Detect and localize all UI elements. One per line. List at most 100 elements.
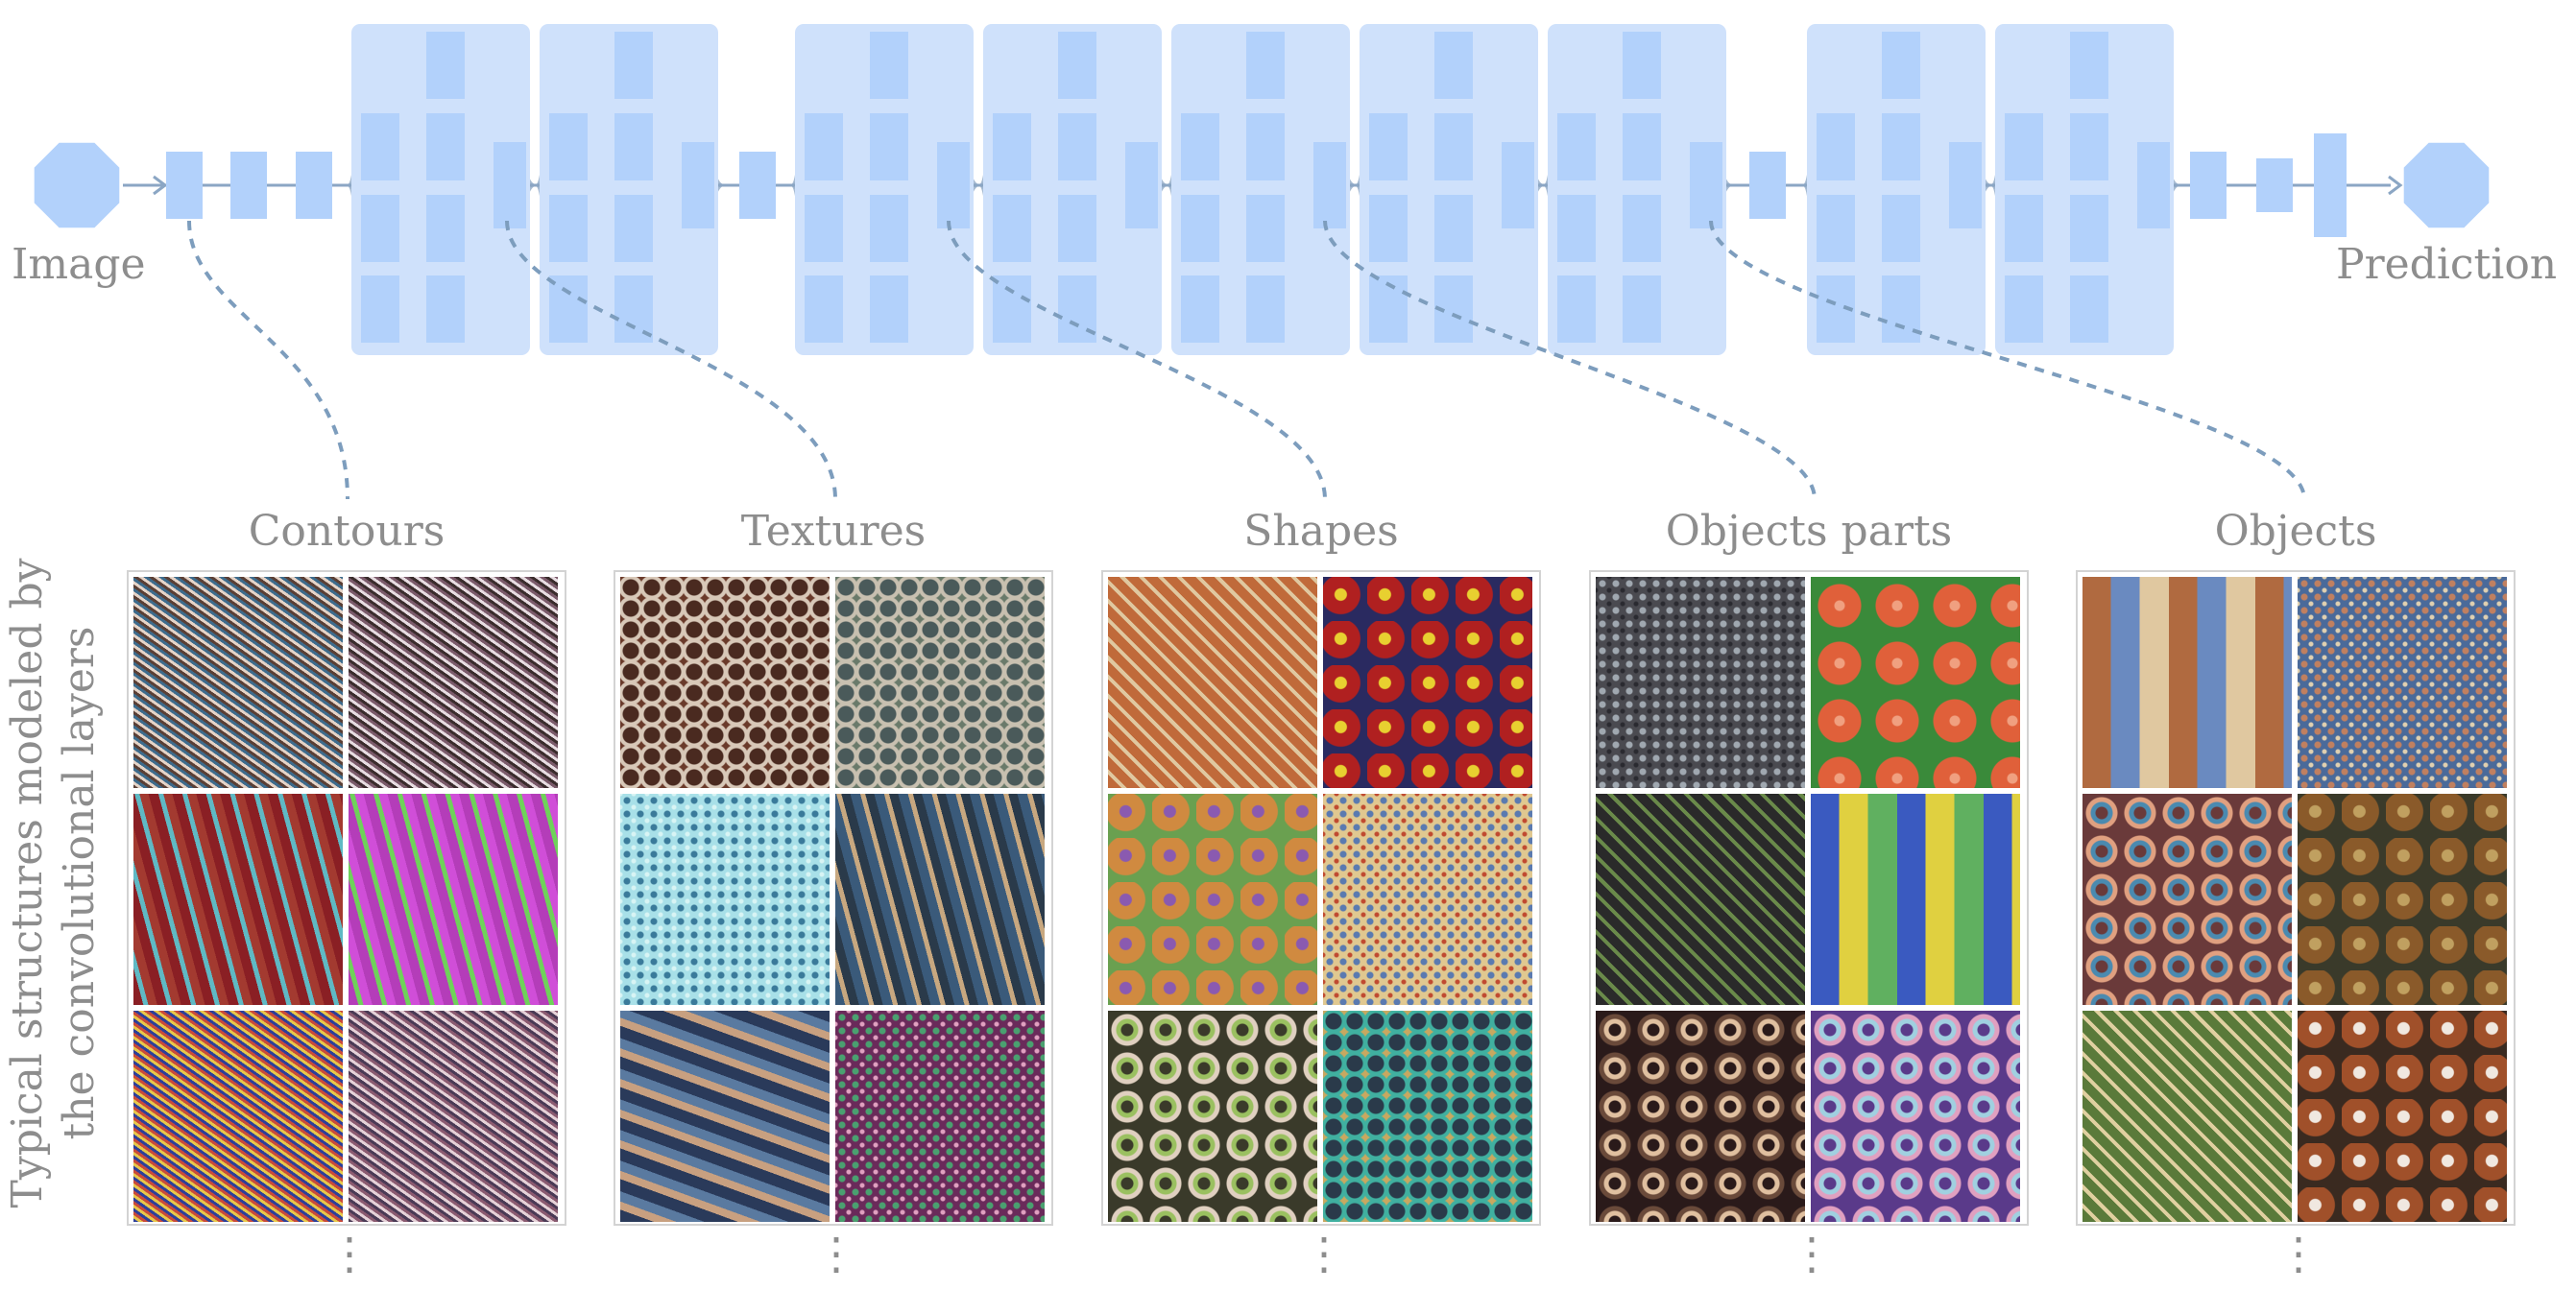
feature-visualization-image bbox=[349, 794, 558, 1005]
feature-visualization-image bbox=[1108, 794, 1317, 1005]
branch-node bbox=[1369, 113, 1408, 180]
column-title: Contours bbox=[248, 507, 445, 556]
branch-node bbox=[1369, 275, 1408, 343]
dashed-connectors bbox=[187, 220, 2306, 500]
feature-visualization-image bbox=[835, 1011, 1045, 1222]
branch-node bbox=[993, 113, 1031, 180]
branch-node bbox=[614, 195, 653, 262]
column-title: Objects bbox=[2214, 507, 2377, 556]
feature-visualization-image bbox=[620, 794, 830, 1005]
concat-node bbox=[1502, 142, 1534, 228]
inception-module bbox=[1807, 24, 1986, 355]
inception-module bbox=[983, 24, 1162, 355]
stem-node bbox=[2190, 152, 2227, 219]
feature-visualization-image bbox=[2298, 794, 2507, 1005]
branch-node bbox=[1246, 275, 1285, 343]
feature-visualization-image bbox=[1108, 577, 1317, 788]
feature-visualization-image bbox=[349, 1011, 558, 1222]
input-label: Image bbox=[12, 240, 146, 289]
network-blocks bbox=[351, 24, 2174, 355]
stem-node bbox=[2256, 158, 2293, 212]
feature-visualization-image bbox=[835, 577, 1045, 788]
feature-visualization-image bbox=[620, 577, 830, 788]
output-node bbox=[2403, 142, 2490, 228]
input-arrow bbox=[153, 175, 168, 196]
branch-node bbox=[1246, 113, 1285, 180]
branch-node bbox=[1246, 32, 1285, 99]
stem-node bbox=[230, 152, 267, 219]
branch-node bbox=[614, 32, 653, 99]
concat-node bbox=[1125, 142, 1158, 228]
branch-node bbox=[805, 113, 843, 180]
y-axis-label-line2: the convolutional layers bbox=[55, 626, 104, 1140]
branch-node bbox=[361, 113, 399, 180]
branch-node bbox=[1181, 275, 1219, 343]
branch-node bbox=[1058, 113, 1096, 180]
branch-node bbox=[2005, 113, 2043, 180]
branch-node bbox=[426, 113, 465, 180]
branch-node bbox=[361, 275, 399, 343]
inception-module bbox=[1548, 24, 1726, 355]
concat-node bbox=[1313, 142, 1346, 228]
feature-visualization-image bbox=[1596, 577, 1805, 788]
branch-node bbox=[549, 113, 588, 180]
dashed-connector bbox=[1709, 220, 2306, 500]
branch-node bbox=[1882, 32, 1920, 99]
feature-visualization-image bbox=[2082, 794, 2292, 1005]
branch-node bbox=[2070, 195, 2108, 262]
column-title: Objects parts bbox=[1665, 507, 1953, 556]
feature-visualization-image bbox=[1811, 794, 2020, 1005]
feature-visualization-image bbox=[2082, 1011, 2292, 1222]
branch-node bbox=[426, 32, 465, 99]
branch-node bbox=[2070, 113, 2108, 180]
branch-node bbox=[1434, 32, 1473, 99]
branch-node bbox=[870, 113, 908, 180]
prediction-label: Prediction bbox=[2336, 240, 2558, 289]
feature-visualization-image bbox=[133, 794, 343, 1005]
dashed-connector bbox=[947, 220, 1327, 500]
image-grid bbox=[614, 570, 1053, 1226]
feature-visualization-image bbox=[1323, 577, 1532, 788]
image-grid bbox=[1589, 570, 2029, 1226]
inception-module bbox=[1171, 24, 1350, 355]
inception-module bbox=[351, 24, 530, 355]
concat-node bbox=[494, 142, 526, 228]
feature-visualization-image bbox=[1323, 1011, 1532, 1222]
branch-node bbox=[1181, 195, 1219, 262]
feature-visualization-image bbox=[1596, 1011, 1805, 1222]
branch-node bbox=[1623, 113, 1661, 180]
output-arrow bbox=[2388, 175, 2403, 196]
branch-node bbox=[1557, 275, 1596, 343]
branch-node bbox=[2070, 275, 2108, 343]
feature-visualization-image bbox=[1596, 794, 1805, 1005]
branch-node bbox=[1246, 195, 1285, 262]
feature-visualization-image bbox=[1811, 1011, 2020, 1222]
ellipsis-icon: ⋮ bbox=[327, 1228, 372, 1279]
network-nodes bbox=[34, 32, 2490, 343]
branch-node bbox=[614, 113, 653, 180]
feature-visualization-image bbox=[835, 794, 1045, 1005]
ellipsis-icon: ⋮ bbox=[1302, 1228, 1346, 1279]
feature-visualization-image bbox=[1323, 794, 1532, 1005]
branch-node bbox=[870, 275, 908, 343]
concat-node bbox=[1690, 142, 1722, 228]
ellipsis-icon: ⋮ bbox=[2276, 1228, 2321, 1279]
branch-node bbox=[1557, 113, 1596, 180]
feature-visualization-image bbox=[133, 1011, 343, 1222]
column-title: Shapes bbox=[1243, 507, 1399, 556]
branch-node bbox=[993, 195, 1031, 262]
branch-node bbox=[1882, 113, 1920, 180]
feature-visualization-image bbox=[1811, 577, 2020, 788]
input-node bbox=[34, 142, 120, 228]
branch-node bbox=[1623, 275, 1661, 343]
inception-module bbox=[1360, 24, 1538, 355]
branch-node bbox=[1623, 195, 1661, 262]
y-axis-label: Typical structures modeled by the convol… bbox=[2, 538, 106, 1229]
dashed-connector bbox=[505, 220, 837, 500]
inception-module bbox=[795, 24, 974, 355]
branch-node bbox=[426, 275, 465, 343]
branch-node bbox=[1623, 32, 1661, 99]
inception-module bbox=[540, 24, 718, 355]
dashed-connector bbox=[187, 220, 349, 500]
